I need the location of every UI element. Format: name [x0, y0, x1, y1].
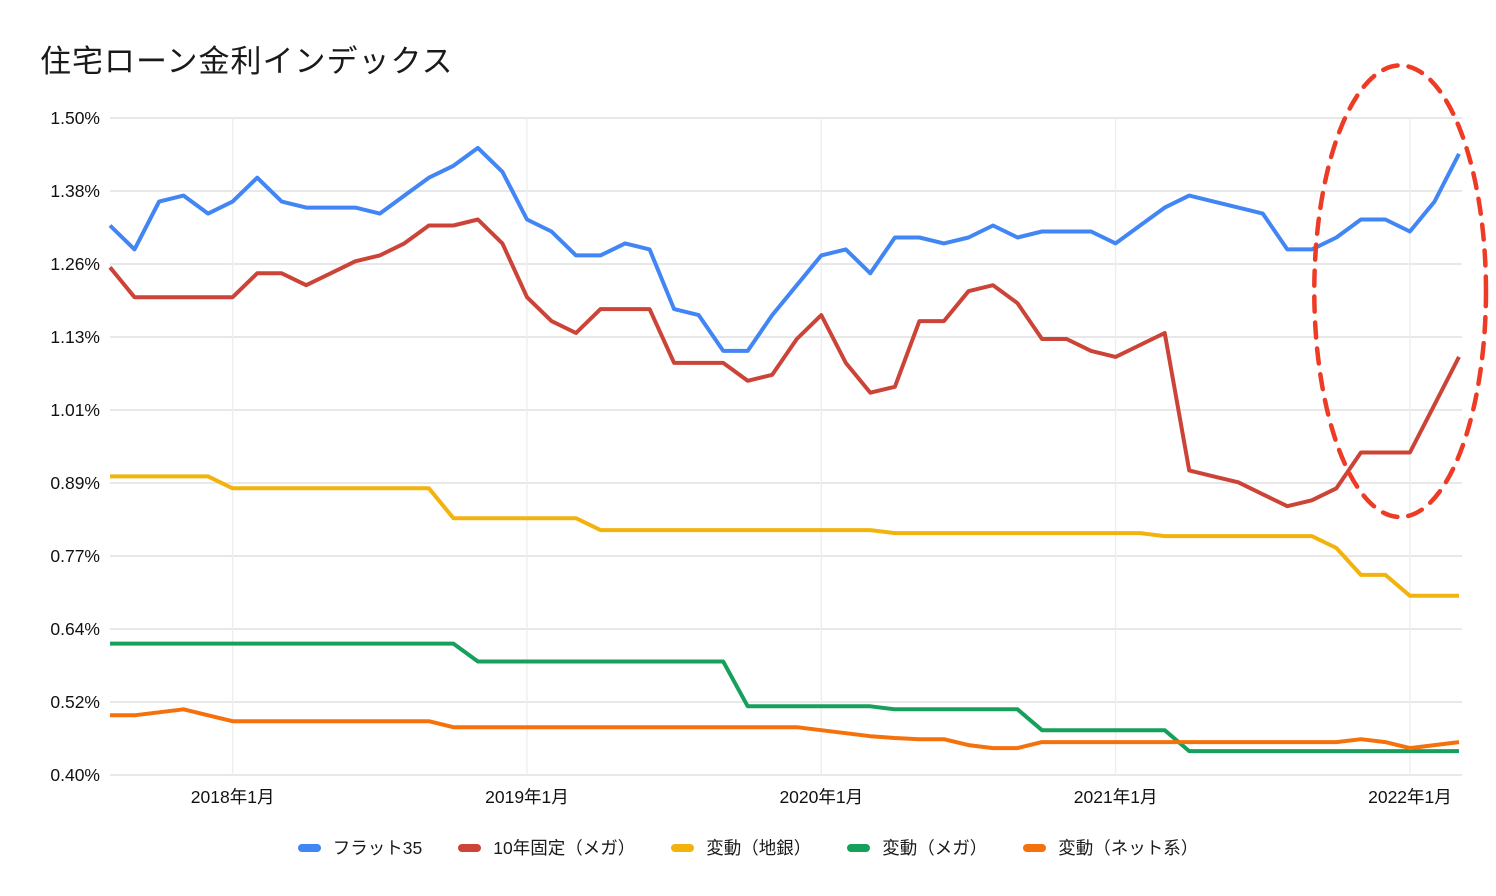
legend-item-flat-35: フラット35 [297, 835, 423, 860]
y-axis-tick-label: 0.52% [50, 692, 100, 712]
legend-item-variable-net: 変動（ネット系） [1023, 835, 1198, 860]
legend-swatch-icon [1023, 843, 1047, 852]
legend-item-variable-regional-bank: 変動（地銀） [671, 835, 811, 860]
legend-item-variable-mega: 変動（メガ） [847, 835, 987, 860]
legend-swatch-icon [458, 843, 482, 852]
legend-label: 変動（地銀） [706, 838, 812, 858]
legend-label: 10年固定（メガ） [493, 838, 636, 858]
legend-label: フラット35 [332, 838, 423, 858]
series-10y-fixed-mega [108, 217, 1461, 509]
legend-label: 変動（ネット系） [1058, 838, 1199, 858]
y-axis-tick-label: 1.26% [50, 254, 100, 274]
x-axis-tick-label: 2018年1月 [191, 787, 275, 807]
y-axis-tick-label: 1.13% [50, 327, 100, 347]
y-axis-tick-label: 1.50% [50, 108, 100, 128]
y-axis-tick-label: 0.77% [50, 546, 100, 566]
legend-label: 変動（メガ） [882, 838, 988, 858]
legend-swatch-icon [671, 843, 695, 852]
legend-item-10y-fixed-mega: 10年固定（メガ） [458, 835, 635, 860]
y-axis-tick-label: 1.38% [50, 181, 100, 201]
y-axis-tick-label: 0.89% [50, 473, 100, 493]
legend-swatch-icon [847, 843, 871, 852]
y-axis-tick-label: 0.64% [50, 619, 100, 639]
x-axis-tick-label: 2021年1月 [1074, 787, 1158, 807]
x-axis-tick-label: 2020年1月 [779, 787, 863, 807]
legend-swatch-icon [297, 843, 321, 852]
chart-legend: フラット35 10年固定（メガ） 変動（地銀） 変動（メガ） 変動（ネット系） [0, 835, 1496, 860]
y-axis-tick-label: 0.40% [50, 765, 100, 785]
highlight-ellipse-annotation [1312, 63, 1489, 520]
chart-title: 住宅ローン金利インデックス [40, 44, 454, 79]
series-variable-regional-bank [110, 474, 1459, 598]
x-axis-tick-label: 2022年1月 [1368, 787, 1452, 807]
x-axis-tick-label: 2019年1月 [485, 787, 569, 807]
series-variable-net [110, 707, 1460, 751]
series-variable-mega [110, 641, 1459, 754]
y-axis-tick-label: 1.01% [50, 400, 100, 420]
series-flat-35 [108, 145, 1461, 353]
